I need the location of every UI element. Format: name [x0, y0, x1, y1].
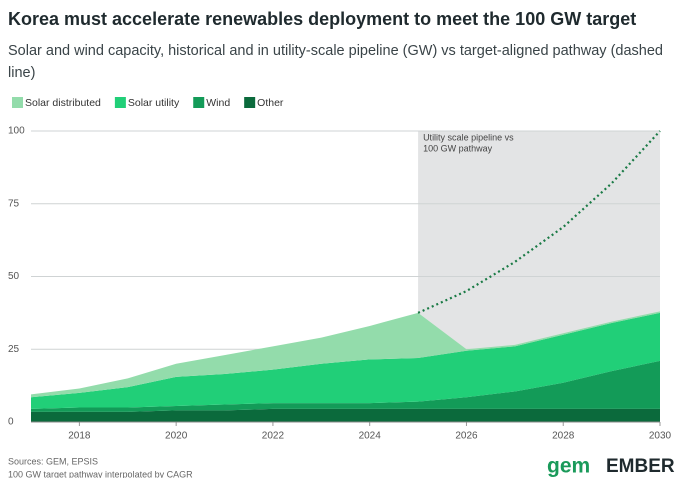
y-tick-label: 100: [8, 126, 25, 137]
x-tick-label: 2024: [359, 431, 382, 442]
area: [31, 408, 660, 422]
y-tick-label: 50: [8, 271, 20, 282]
target-line: [417, 130, 661, 314]
area: [31, 312, 660, 409]
x-tick-label: 2028: [552, 431, 575, 442]
legend-swatch: [114, 97, 126, 108]
legend-label: Solar utility: [128, 97, 180, 109]
x-tick-label: 2018: [68, 431, 91, 442]
legend-label: Wind: [206, 97, 230, 109]
annotation: 100 GW pathway: [423, 143, 493, 153]
legend-swatch: [244, 97, 256, 108]
chart-subtitle: Solar and wind capacity, historical and …: [8, 43, 663, 81]
legend-label: Other: [257, 97, 284, 109]
area: [31, 311, 660, 398]
x-tick-label: 2030: [649, 431, 672, 442]
logo-ember: EMBER: [606, 456, 675, 477]
legend-swatch: [193, 97, 205, 108]
annotation: Utility scale pipeline vs: [423, 132, 514, 142]
chart-title: Korea must accelerate renewables deploym…: [8, 9, 637, 29]
area: [31, 360, 660, 412]
source-note: 100 GW target pathway interpolated by CA…: [8, 469, 193, 478]
x-tick-label: 2022: [262, 431, 285, 442]
y-tick-label: 25: [8, 344, 20, 355]
y-tick-label: 0: [8, 417, 14, 428]
legend-label: Solar distributed: [25, 97, 101, 109]
y-tick-label: 75: [8, 198, 20, 209]
legend-swatch: [12, 97, 23, 108]
source-note: Sources: GEM, EPSIS: [8, 456, 98, 466]
x-tick-label: 2020: [165, 431, 188, 442]
x-tick-label: 2026: [455, 431, 478, 442]
logo-gem: gem: [547, 455, 590, 478]
